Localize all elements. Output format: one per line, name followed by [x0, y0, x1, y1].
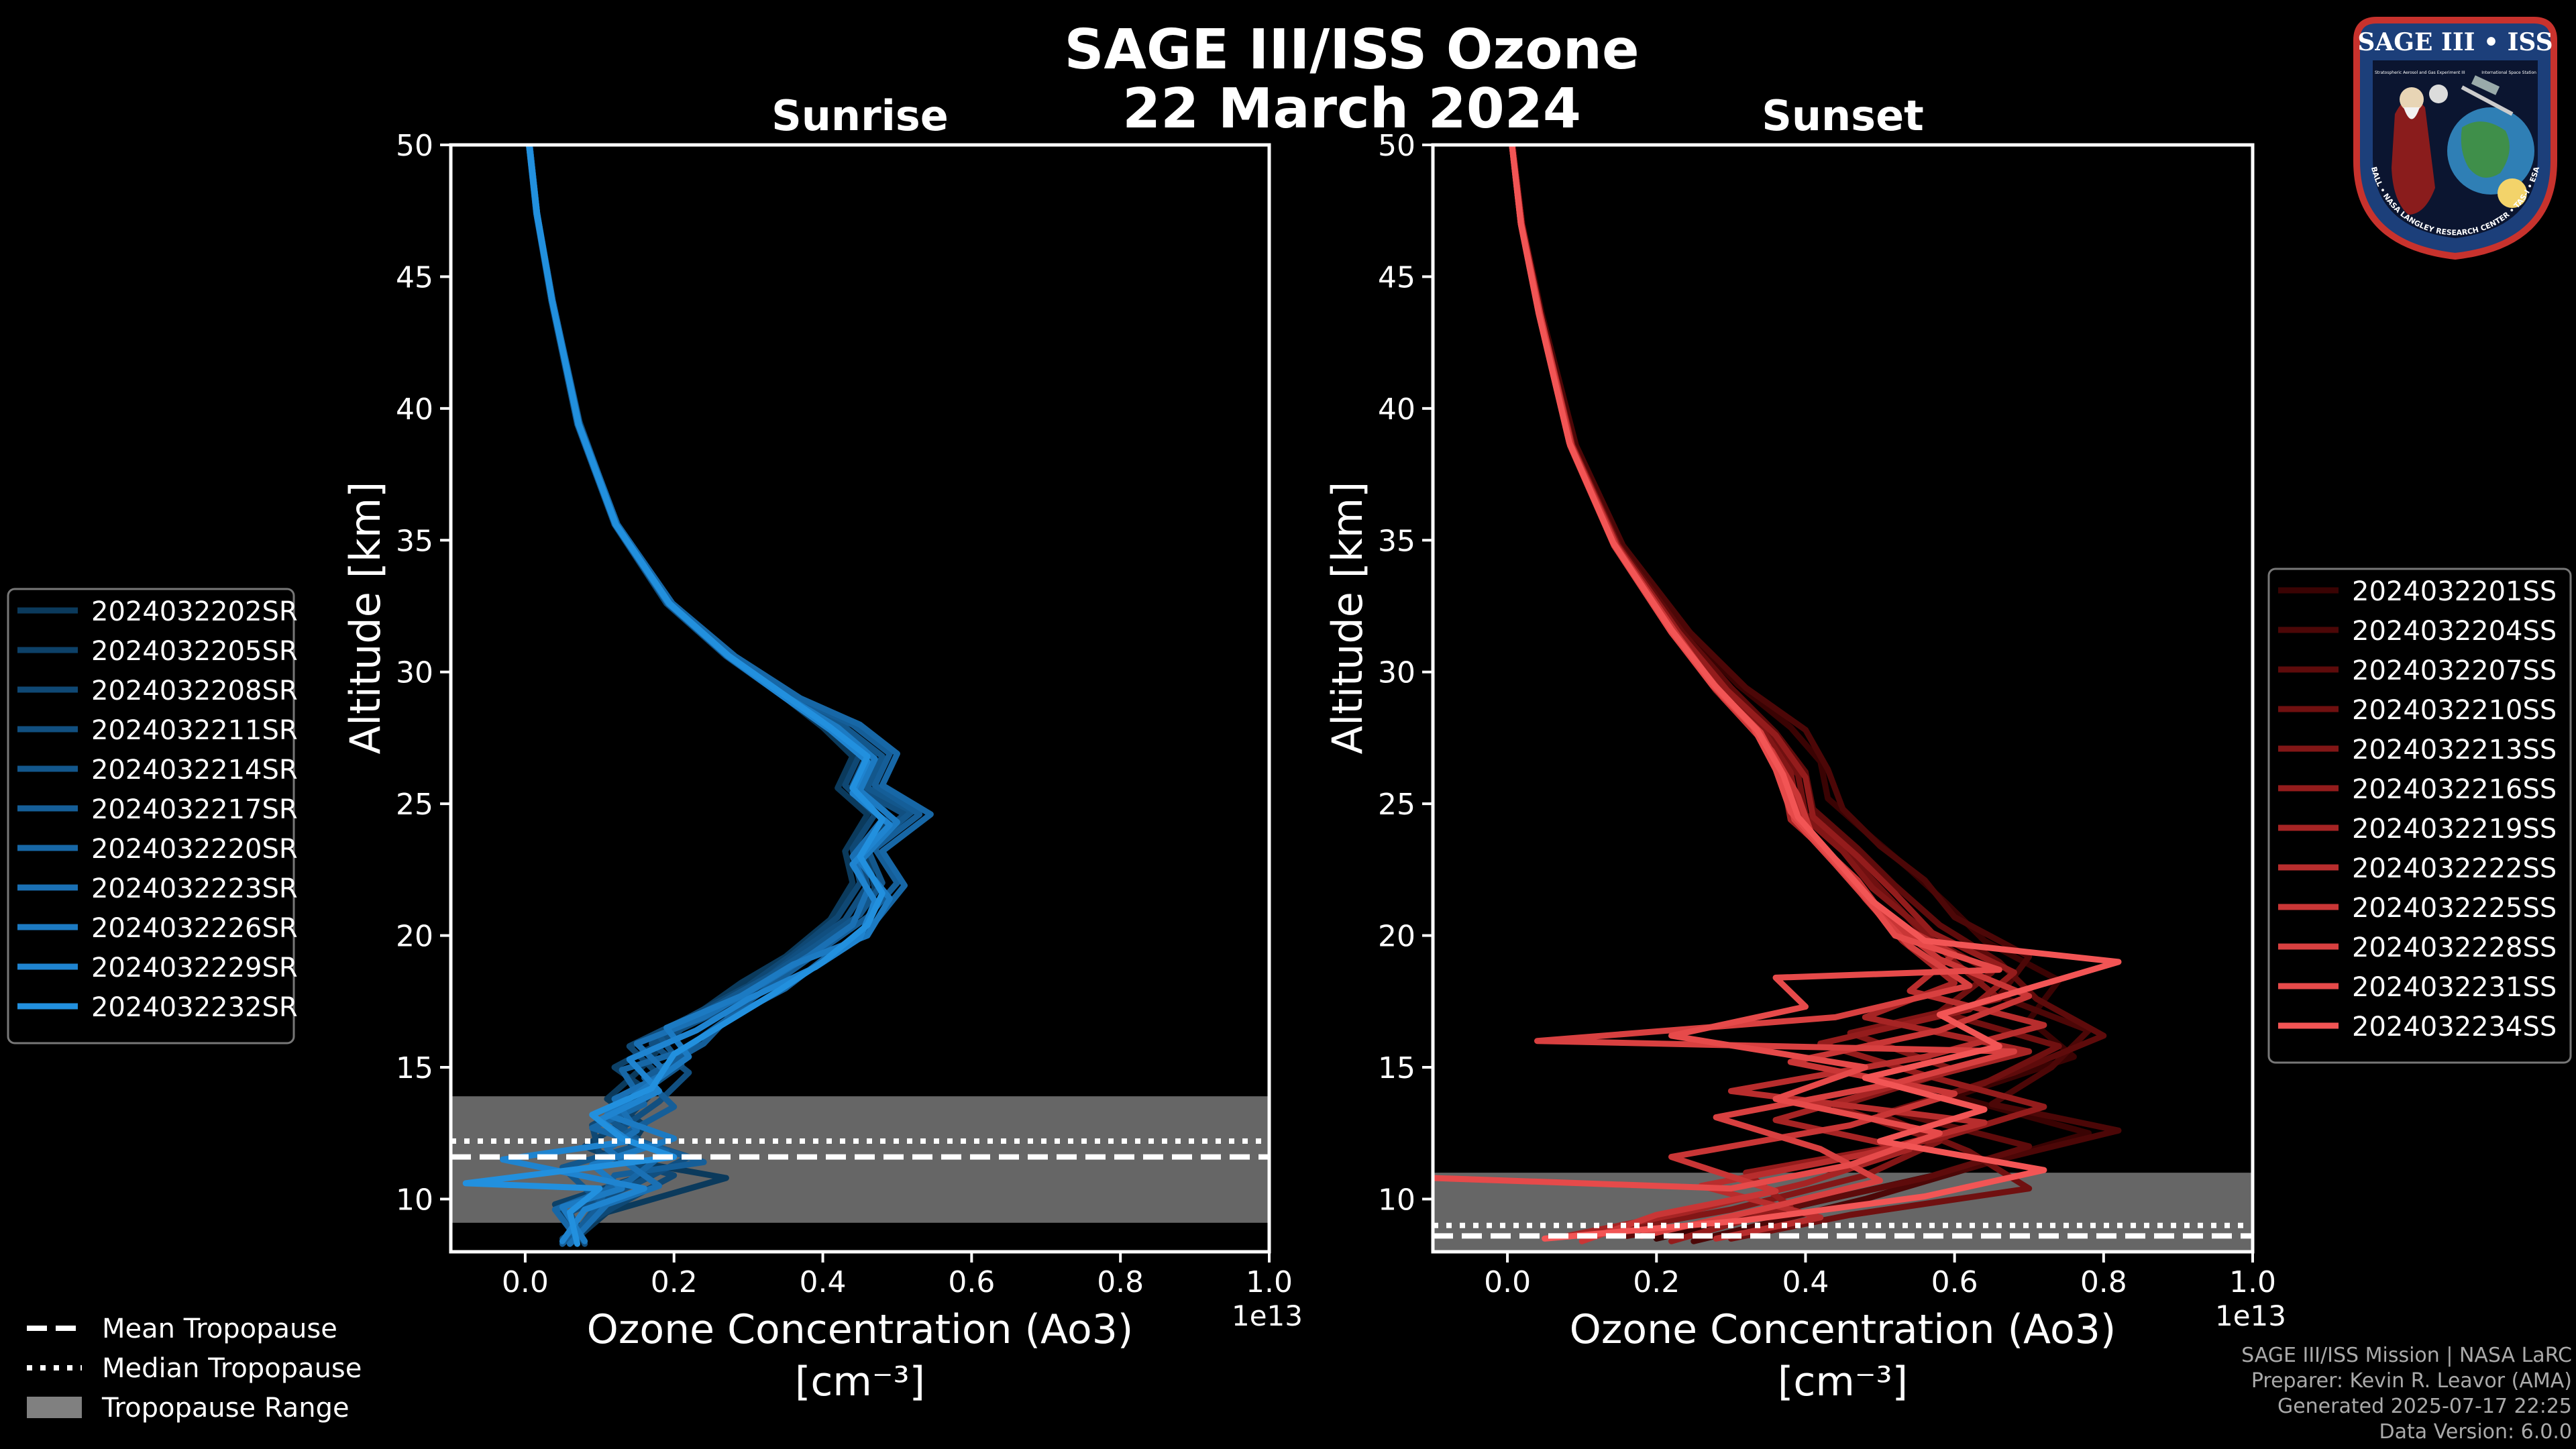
left-panel-title: Sunrise [771, 91, 949, 140]
series-line-2024032204SS [1509, 145, 2122, 1244]
left-xtick-label: 0.0 [502, 1265, 549, 1299]
right-ytick-label: 30 [1378, 656, 1415, 690]
legend-label-2024032223SR: 2024032223SR [91, 873, 298, 904]
left-ytick-label: 30 [396, 656, 433, 690]
logo-title: SAGE III • ISS [2357, 28, 2553, 56]
left-legend-box [7, 588, 295, 1044]
figure-title: SAGE III/ISS Ozone [1064, 18, 1640, 82]
right-ytick-label: 50 [1378, 129, 1415, 163]
credit-preparer: Preparer: Kevin R. Leavor (AMA) [2251, 1369, 2572, 1393]
logo-sub-right: International Space Station [2481, 70, 2536, 75]
right-ytick-label: 40 [1378, 392, 1415, 427]
legend-label-2024032228SS: 2024032228SS [2352, 932, 2557, 963]
left-series-legend: 2024032202SR 2024032205SR 2024032208SR 2024… [7, 588, 298, 1044]
right-xtick-label: 0.6 [1931, 1265, 1978, 1299]
right-xtick-label: 0.8 [2080, 1265, 2127, 1299]
right-axes-background [1433, 145, 2253, 1252]
legend-label-2024032202SR: 2024032202SR [91, 596, 298, 627]
right-ytick-label: 10 [1378, 1183, 1415, 1217]
right-xlabel-unit: [cm⁻³] [1778, 1358, 1908, 1405]
left-series-group [462, 145, 934, 1247]
tropopause-legend-patch-label: Tropopause Range [101, 1393, 350, 1424]
left-xlabel: Ozone Concentration (Ao3) [587, 1306, 1134, 1353]
left-axes-background [451, 145, 1269, 1252]
legend-label-2024032211SR: 2024032211SR [91, 715, 298, 746]
left-ytick-label: 45 [396, 260, 433, 294]
left-xtick-label: 1.0 [1246, 1265, 1293, 1299]
right-axes-frame [1431, 143, 2255, 1254]
right-xtick-label: 0.4 [1782, 1265, 1829, 1299]
left-ytick-label: 15 [396, 1051, 433, 1085]
right-panel: 0.0 0.2 0.4 0.6 0.8 1.0 10 15 20 25 30 35 40 45 50 1e13… [1323, 91, 2286, 1405]
tropopause-legend-dotted-label: Median Tropopause [102, 1353, 362, 1384]
legend-label-2024032201SS: 2024032201SS [2352, 576, 2557, 607]
legend-label-2024032229SR: 2024032229SR [91, 953, 298, 983]
legend-label-2024032234SS: 2024032234SS [2352, 1012, 2557, 1042]
left-panel: 0.0 0.2 0.4 0.6 0.8 1.0 10 15 20 25 30 35 40 45 50 1e13… [341, 91, 1303, 1405]
right-xtick-label: 0.0 [1484, 1265, 1531, 1299]
right-panel-title: Sunset [1762, 91, 1924, 140]
right-ytick-label: 25 [1378, 788, 1415, 822]
left-ytick-label: 35 [396, 524, 433, 558]
right-x-multiplier: 1e13 [2215, 1299, 2286, 1332]
logo-sub-left: Stratospheric Aerosol and Gas Experiment… [2375, 70, 2465, 75]
left-xtick-label: 0.6 [948, 1265, 995, 1299]
left-xtick-label: 0.4 [800, 1265, 847, 1299]
right-series-group [1433, 145, 2122, 1244]
legend-label-2024032219SS: 2024032219SS [2352, 814, 2557, 845]
right-xtick-label: 1.0 [2229, 1265, 2276, 1299]
tropopause-legend-dashed-label: Mean Tropopause [102, 1313, 337, 1344]
credit-version: Data Version: 6.0.0 [2379, 1420, 2572, 1444]
legend-label-2024032232SR: 2024032232SR [91, 992, 298, 1023]
series-line-2024032234SS [1509, 145, 2122, 1242]
legend-label-2024032222SS: 2024032222SS [2352, 853, 2557, 884]
legend-label-2024032220SR: 2024032220SR [91, 834, 298, 865]
left-ytick-label: 10 [396, 1183, 433, 1217]
left-ytick-label: 40 [396, 392, 433, 427]
left-xtick-label: 0.2 [651, 1265, 698, 1299]
right-legend-box [2267, 568, 2572, 1064]
tropopause-legend: Mean Tropopause Median Tropopause Tropopau… [27, 1313, 362, 1424]
right-ytick-label: 45 [1378, 260, 1415, 294]
legend-label-2024032231SS: 2024032231SS [2352, 972, 2557, 1003]
legend-label-2024032205SR: 2024032205SR [91, 636, 298, 667]
legend-label-2024032217SR: 2024032217SR [91, 794, 298, 825]
right-xlabel: Ozone Concentration (Ao3) [1570, 1306, 2116, 1353]
legend-label-2024032210SS: 2024032210SS [2352, 695, 2557, 726]
tropopause-legend-patch-swatch [27, 1397, 82, 1418]
legend-label-2024032214SR: 2024032214SR [91, 755, 298, 786]
series-line-2024032232SR [462, 145, 885, 1247]
credits-block: SAGE III/ISS Mission | NASA LaRC Prepare… [2241, 1343, 2572, 1445]
legend-label-2024032216SS: 2024032216SS [2352, 774, 2557, 805]
right-ylabel: Altitude [km] [1323, 482, 1372, 755]
left-axes-frame [449, 143, 1271, 1254]
right-series-legend: 2024032201SS 2024032204SS 2024032207SS 2024… [2267, 568, 2572, 1064]
credit-mission: SAGE III/ISS Mission | NASA LaRC [2241, 1344, 2572, 1367]
left-xtick-label: 0.8 [1097, 1265, 1144, 1299]
right-ytick-label: 20 [1378, 920, 1415, 954]
right-ytick-label: 35 [1378, 524, 1415, 558]
credit-generated: Generated 2025-07-17 22:25 [2277, 1395, 2572, 1418]
left-ytick-label: 50 [396, 129, 433, 163]
sage-iss-logo: SAGE III • ISS Stratospheric Aerosol and… [2353, 17, 2557, 260]
legend-label-2024032213SS: 2024032213SS [2352, 735, 2557, 765]
figure-subtitle: 22 March 2024 [1122, 77, 1581, 141]
legend-label-2024032225SS: 2024032225SS [2352, 893, 2557, 924]
legend-label-2024032208SR: 2024032208SR [91, 676, 298, 706]
legend-label-2024032204SS: 2024032204SS [2352, 616, 2557, 647]
left-xlabel-unit: [cm⁻³] [795, 1358, 925, 1405]
left-ytick-label: 20 [396, 920, 433, 954]
left-ytick-label: 25 [396, 788, 433, 822]
left-ylabel: Altitude [km] [341, 482, 390, 755]
legend-label-2024032226SR: 2024032226SR [91, 913, 298, 944]
legend-label-2024032207SS: 2024032207SS [2352, 655, 2557, 686]
right-xtick-label: 0.2 [1633, 1265, 1680, 1299]
left-x-multiplier: 1e13 [1232, 1299, 1303, 1332]
right-ytick-label: 15 [1378, 1051, 1415, 1085]
